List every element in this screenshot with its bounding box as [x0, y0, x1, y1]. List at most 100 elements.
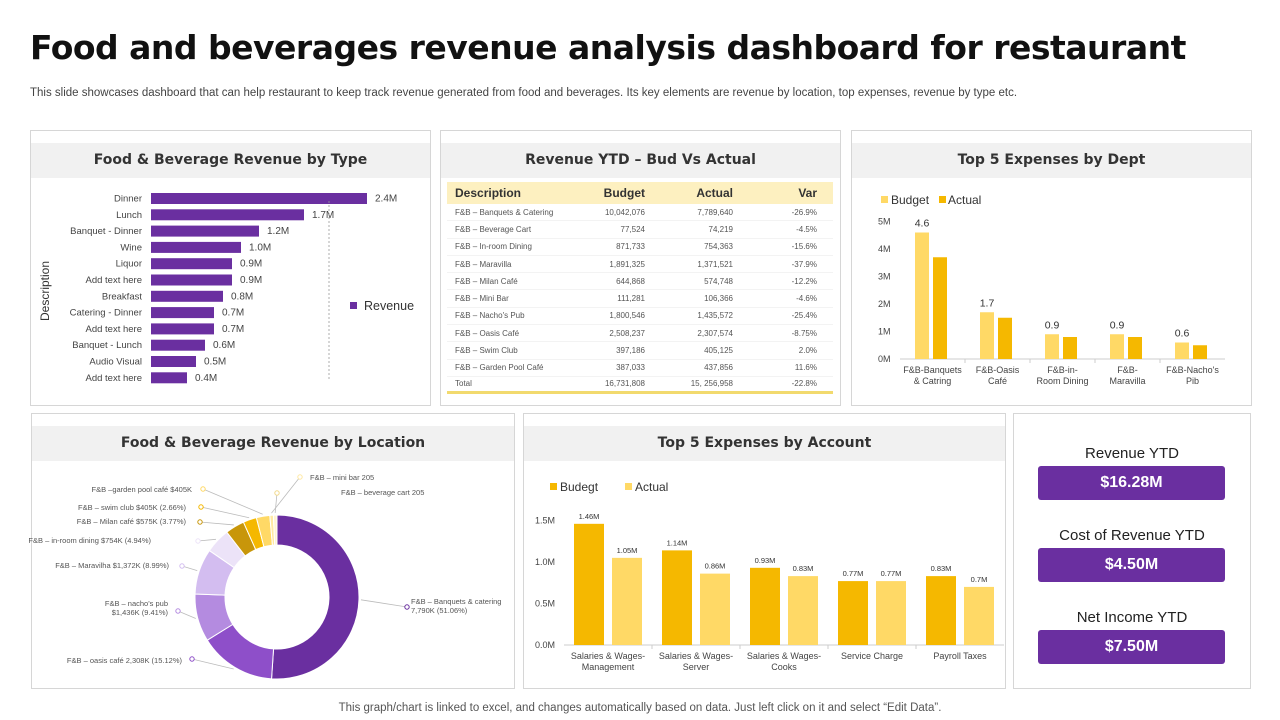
- leader-marker: [200, 486, 206, 492]
- legend-label: Actual: [948, 193, 981, 207]
- leader-line: [274, 492, 278, 514]
- table-cell: 437,856: [704, 363, 733, 373]
- category-label: Salaries & Wages-Cooks: [747, 651, 821, 672]
- table-row: F&B – Banquets & Catering 10,042,076 7,789…: [447, 204, 833, 222]
- table-cell: 11.6%: [794, 363, 817, 373]
- column-header: Actual: [696, 186, 733, 200]
- legend-label: Actual: [635, 480, 668, 494]
- bar-budget: [574, 523, 604, 645]
- slice-label: F&B – swim club $405K (2.66%): [78, 503, 186, 512]
- category-label: Liquor: [116, 259, 142, 270]
- page-subtitle: This slide showcases dashboard that can …: [30, 87, 1018, 99]
- bar: [151, 290, 223, 302]
- bar: [151, 258, 232, 270]
- leader-marker: [197, 519, 203, 525]
- table-cell: 387,033: [616, 363, 645, 373]
- table-cell: 405,125: [704, 346, 733, 356]
- y-tick-label: 5M: [878, 217, 891, 227]
- column-header: Description: [455, 186, 522, 200]
- y-tick-label: 0M: [878, 354, 891, 364]
- revenue-by-location-title: Food & Beverage Revenue by Location: [32, 426, 514, 461]
- table-row: F&B – Mini Bar 111,281 106,366 -4.6%: [447, 290, 833, 308]
- table-cell: 1,891,325: [609, 259, 645, 269]
- bar-budget: [980, 312, 994, 359]
- data-label: 1.0M: [249, 242, 271, 253]
- table-cell: 77,524: [620, 224, 645, 234]
- table-cell: F&B – Maravilla: [455, 259, 512, 269]
- kpi-cost-label: Cost of Revenue YTD: [1059, 527, 1205, 544]
- y-tick-label: 0.0M: [535, 640, 555, 650]
- bar-actual: [1193, 345, 1207, 359]
- data-label: 1.7: [980, 297, 995, 309]
- expenses-by-account-panel: Top 5 Expenses by Account Budegt Actual 0.…: [523, 413, 1006, 689]
- category-label: F&B-Nacho's Pib: [1166, 365, 1219, 386]
- category-label: Add text here: [85, 373, 142, 384]
- data-label: 0.93M: [755, 556, 776, 565]
- slice-label: F&B – oasis café 2,308K (15.12%): [67, 656, 183, 665]
- table-cell: 74,219: [708, 224, 733, 234]
- table-cell: F&B – Garden Pool Café: [455, 363, 544, 373]
- table-cell: 15, 256,958: [690, 379, 733, 389]
- leader-line: [202, 488, 263, 515]
- legend-label: Budget: [891, 193, 930, 207]
- bar: [151, 241, 241, 253]
- table-cell: -37.9%: [791, 259, 817, 269]
- data-label: 0.77M: [843, 569, 864, 578]
- bar-budget: [750, 567, 780, 645]
- category-label: Breakfast: [102, 291, 142, 302]
- data-label: 4.6: [915, 218, 930, 230]
- table-cell: -25.4%: [791, 311, 817, 321]
- expenses-by-dept-title: Top 5 Expenses by Dept: [852, 143, 1251, 178]
- leader-marker: [179, 563, 185, 569]
- data-label: 0.9: [1110, 319, 1125, 331]
- table-cell: F&B – Milan Café: [455, 276, 518, 286]
- table-cell: -4.5%: [796, 224, 817, 234]
- leader-marker: [297, 474, 303, 480]
- legend-swatch: [881, 196, 888, 203]
- data-label: 0.86M: [705, 562, 726, 571]
- table-cell: 1,800,546: [609, 311, 645, 321]
- donut-slice: [271, 514, 360, 680]
- data-label: 0.83M: [793, 564, 814, 573]
- legend-swatch: [939, 196, 946, 203]
- table-cell: Total: [455, 379, 472, 389]
- bar-actual: [788, 576, 818, 645]
- y-axis-label: Description: [38, 261, 52, 321]
- bar-actual: [964, 586, 994, 645]
- leader-line: [200, 506, 250, 519]
- bar-actual: [933, 257, 947, 359]
- bar-budget: [915, 232, 929, 359]
- page-title: Food and beverages revenue analysis dash…: [30, 28, 1186, 67]
- category-label: Payroll Taxes: [933, 651, 987, 661]
- data-label: 0.7M: [222, 308, 244, 319]
- table-cell: 871,733: [616, 242, 645, 252]
- table-total-row: Total 16,731,808 15, 256,958 -22.8%: [447, 377, 833, 394]
- category-label: F&B-Banquets & Catring: [903, 365, 962, 386]
- table-row: F&B – Milan Café 644,868 574,748 -12.2%: [447, 273, 833, 291]
- revenue-ytd-table: Description Budget Actual Var F&B – Banq…: [447, 182, 833, 394]
- bar: [151, 225, 259, 237]
- category-label: F&B-in-Room Dining: [1036, 365, 1088, 386]
- kpi-panel: Revenue YTD $16.28M Cost of Revenue YTD …: [1013, 413, 1251, 689]
- bar: [151, 274, 232, 286]
- bar: [151, 307, 214, 319]
- data-label: 0.5M: [204, 357, 226, 368]
- table-cell: -15.6%: [791, 242, 817, 252]
- table-cell: 10,042,076: [604, 207, 645, 217]
- expenses-by-account-chart: Budegt Actual 0.0M 0.5M 1.0M 1.5M 1.46M 1.05M Sa…: [535, 480, 1004, 672]
- data-label: 0.4M: [195, 373, 217, 384]
- data-label: 0.9M: [240, 259, 262, 270]
- legend-label: Revenue: [364, 299, 414, 313]
- category-label: Lunch: [116, 210, 142, 221]
- table-cell: F&B – In-room Dining: [455, 242, 532, 252]
- revenue-by-type-panel: Food & Beverage Revenue by Type Descript…: [30, 130, 431, 406]
- table-cell: 16,731,808: [604, 379, 645, 389]
- category-label: F&B-Oasis Café: [976, 365, 1020, 386]
- leader-line: [197, 538, 216, 542]
- data-label: 2.4M: [375, 194, 397, 205]
- slice-label: F&B –garden pool café $405K: [92, 485, 193, 494]
- data-label: 0.9: [1045, 319, 1060, 331]
- table-cell: F&B – Swim Club: [455, 346, 518, 356]
- bar-actual: [876, 581, 906, 645]
- table-cell: F&B – Oasis Café: [455, 328, 520, 338]
